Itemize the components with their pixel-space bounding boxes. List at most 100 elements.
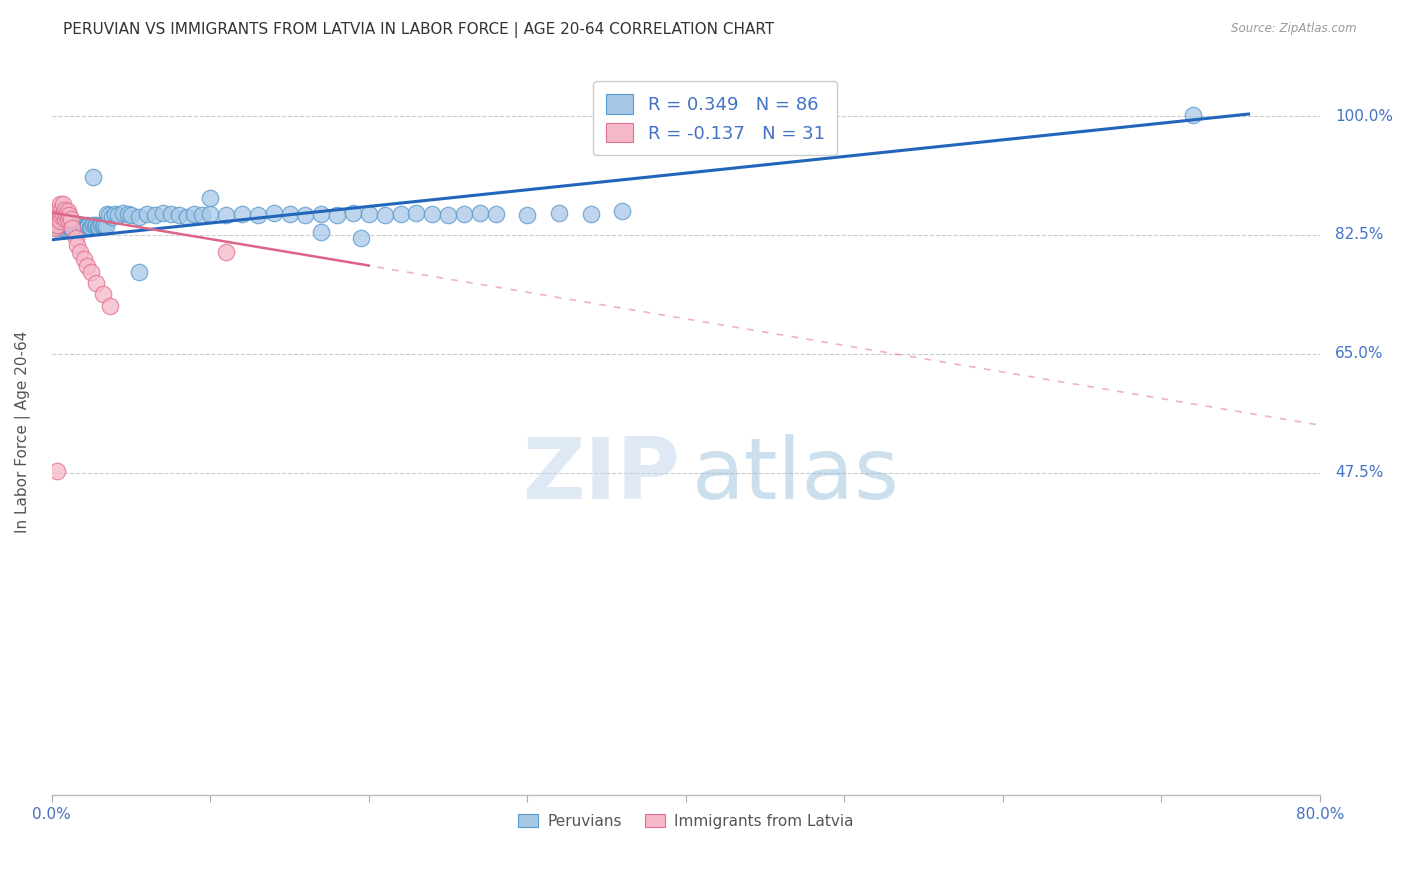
Point	[579, 207, 602, 221]
Point	[67, 218, 90, 232]
Point	[326, 208, 349, 222]
Point	[69, 220, 91, 235]
Point	[104, 207, 127, 221]
Point	[63, 218, 86, 232]
Point	[72, 252, 94, 266]
Point	[374, 208, 396, 222]
Point	[176, 210, 198, 224]
Point	[91, 219, 114, 234]
Point	[45, 218, 67, 232]
Text: 65.0%: 65.0%	[1336, 346, 1384, 361]
Point	[51, 202, 73, 217]
Point	[76, 259, 98, 273]
Point	[69, 244, 91, 259]
Point	[51, 209, 73, 223]
Point	[548, 205, 571, 219]
Point	[89, 220, 111, 235]
Point	[107, 208, 129, 222]
Point	[56, 212, 79, 227]
Point	[215, 208, 238, 222]
Point	[79, 221, 101, 235]
Point	[49, 205, 72, 219]
Point	[516, 208, 538, 222]
Point	[55, 219, 77, 234]
Point	[65, 231, 87, 245]
Point	[75, 219, 97, 234]
Point	[45, 211, 67, 225]
Point	[215, 244, 238, 259]
Point	[84, 276, 107, 290]
Point	[44, 221, 66, 235]
Point	[62, 221, 84, 235]
Point	[342, 205, 364, 219]
Point	[46, 219, 69, 234]
Point	[62, 219, 84, 234]
Point	[143, 208, 166, 222]
Text: 82.5%: 82.5%	[1336, 227, 1384, 243]
Point	[76, 218, 98, 232]
Point	[56, 218, 79, 232]
Point	[117, 207, 139, 221]
Point	[72, 221, 94, 235]
Point	[112, 205, 135, 219]
Point	[191, 208, 214, 222]
Point	[45, 221, 67, 235]
Point	[82, 170, 104, 185]
Point	[66, 238, 89, 252]
Point	[94, 219, 117, 234]
Point	[51, 221, 73, 235]
Point	[90, 218, 112, 232]
Text: PERUVIAN VS IMMIGRANTS FROM LATVIA IN LABOR FORCE | AGE 20-64 CORRELATION CHART: PERUVIAN VS IMMIGRANTS FROM LATVIA IN LA…	[63, 22, 775, 38]
Point	[55, 208, 77, 222]
Point	[46, 212, 69, 227]
Point	[56, 219, 79, 234]
Point	[159, 207, 181, 221]
Point	[59, 221, 82, 235]
Point	[52, 220, 75, 235]
Point	[183, 207, 205, 221]
Point	[80, 220, 103, 235]
Legend: Peruvians, Immigrants from Latvia: Peruvians, Immigrants from Latvia	[512, 808, 859, 835]
Point	[52, 208, 75, 222]
Text: ZIP: ZIP	[522, 434, 679, 517]
Point	[96, 207, 118, 221]
Point	[84, 218, 107, 232]
Point	[136, 207, 159, 221]
Point	[87, 219, 110, 234]
Point	[246, 208, 269, 222]
Point	[91, 287, 114, 301]
Point	[167, 208, 190, 222]
Point	[311, 225, 333, 239]
Point	[101, 210, 124, 224]
Point	[58, 208, 80, 222]
Point	[128, 210, 150, 224]
Point	[311, 207, 333, 221]
Point	[49, 218, 72, 232]
Point	[420, 207, 443, 221]
Text: Source: ZipAtlas.com: Source: ZipAtlas.com	[1232, 22, 1357, 36]
Point	[128, 265, 150, 279]
Point	[357, 207, 380, 221]
Point	[405, 205, 427, 219]
Point	[53, 221, 76, 235]
Point	[70, 218, 93, 232]
Point	[59, 212, 82, 227]
Point	[45, 464, 67, 478]
Point	[65, 220, 87, 235]
Point	[294, 208, 316, 222]
Point	[76, 220, 98, 235]
Point	[82, 218, 104, 232]
Point	[453, 207, 475, 221]
Point	[49, 214, 72, 228]
Point	[100, 299, 122, 313]
Point	[152, 205, 174, 219]
Point	[49, 197, 72, 211]
Point	[80, 265, 103, 279]
Point	[612, 204, 634, 219]
Point	[278, 207, 301, 221]
Point	[263, 205, 285, 219]
Point	[56, 204, 79, 219]
Point	[66, 221, 89, 235]
Y-axis label: In Labor Force | Age 20-64: In Labor Force | Age 20-64	[15, 331, 31, 533]
Point	[200, 191, 222, 205]
